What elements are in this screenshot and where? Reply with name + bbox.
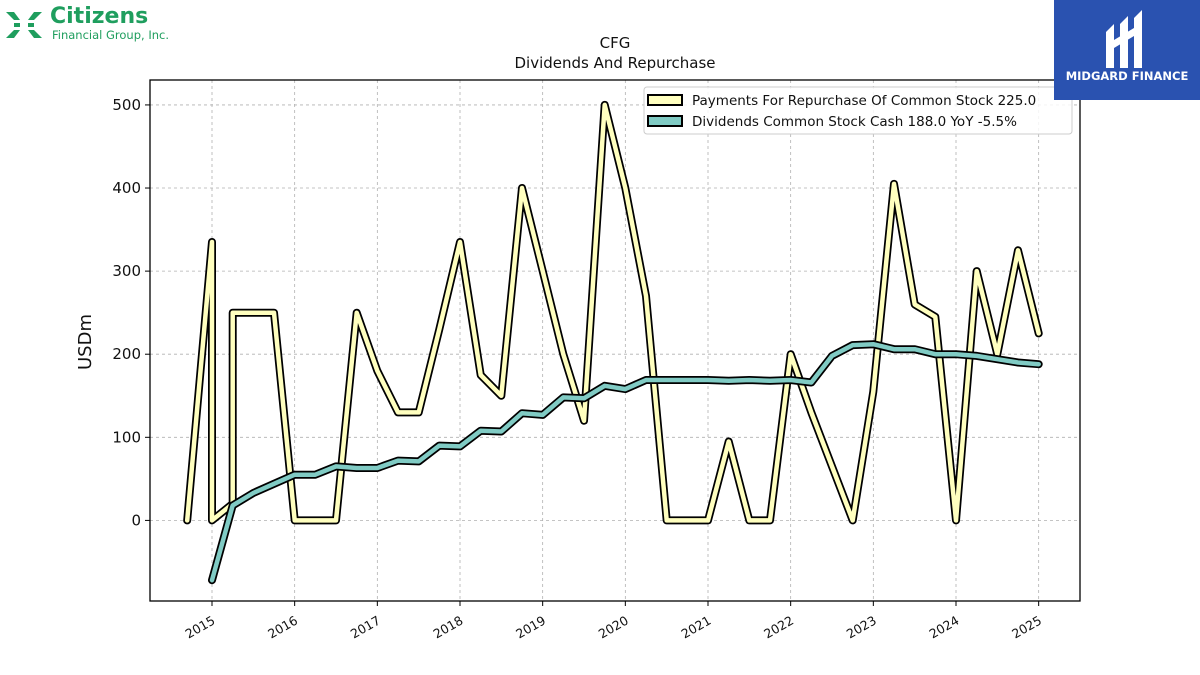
x-tick-label: 2021	[678, 613, 713, 642]
x-axis: 2015 2016 2017 2018 2019 2020 2021 2022 2023 2024…	[182, 601, 1044, 642]
citizens-brand: Citizens	[50, 4, 149, 29]
legend-swatch-dividends	[647, 115, 683, 127]
y-tick-label: 0	[131, 511, 141, 529]
chart-title: CFG	[600, 34, 631, 52]
x-tick-label: 2017	[348, 613, 383, 642]
x-tick-label: 2022	[761, 613, 796, 642]
x-tick-label: 2019	[513, 613, 548, 642]
midgard-logo: MIDGARD FINANCE	[1054, 0, 1200, 100]
x-tick-label: 2016	[265, 613, 300, 642]
plot-area	[150, 80, 1080, 601]
legend-box	[643, 86, 1073, 135]
legend: Payments For Repurchase Of Common Stock …	[643, 86, 1073, 135]
midgard-brand: MIDGARD FINANCE	[1065, 69, 1189, 83]
y-axis-label: USDm	[75, 314, 96, 370]
citizens-subtitle: Financial Group, Inc.	[52, 28, 169, 42]
y-axis: 0 100 200 300 400 500	[112, 96, 150, 529]
x-tick-label: 2015	[182, 613, 217, 642]
series-layer	[183, 100, 1043, 585]
y-tick-label: 500	[112, 96, 141, 114]
y-tick-label: 100	[112, 428, 141, 446]
x-tick-label: 2020	[596, 613, 631, 642]
midgard-logo-icon	[1106, 10, 1142, 68]
x-tick-label: 2023	[844, 613, 879, 642]
plot-frame	[149, 79, 1081, 602]
series-line-repurchase	[184, 102, 1041, 523]
legend-label-repurchase: Payments For Repurchase Of Common Stock …	[692, 93, 1036, 109]
legend-swatch-repurchase	[647, 94, 683, 106]
y-tick-label: 200	[112, 345, 141, 363]
x-tick-label: 2024	[926, 613, 961, 642]
x-tick-label: 2018	[430, 613, 465, 642]
y-tick-label: 400	[112, 179, 141, 197]
citizens-logo-icon	[6, 12, 42, 38]
chart-subtitle: Dividends And Repurchase	[514, 54, 715, 72]
legend-label-dividends: Dividends Common Stock Cash 188.0 YoY -5…	[692, 114, 1017, 130]
y-tick-label: 300	[112, 262, 141, 280]
citizens-logo: Citizens Financial Group, Inc.	[4, 4, 204, 46]
x-tick-label: 2025	[1009, 613, 1044, 642]
series-line-dividends	[209, 341, 1041, 583]
